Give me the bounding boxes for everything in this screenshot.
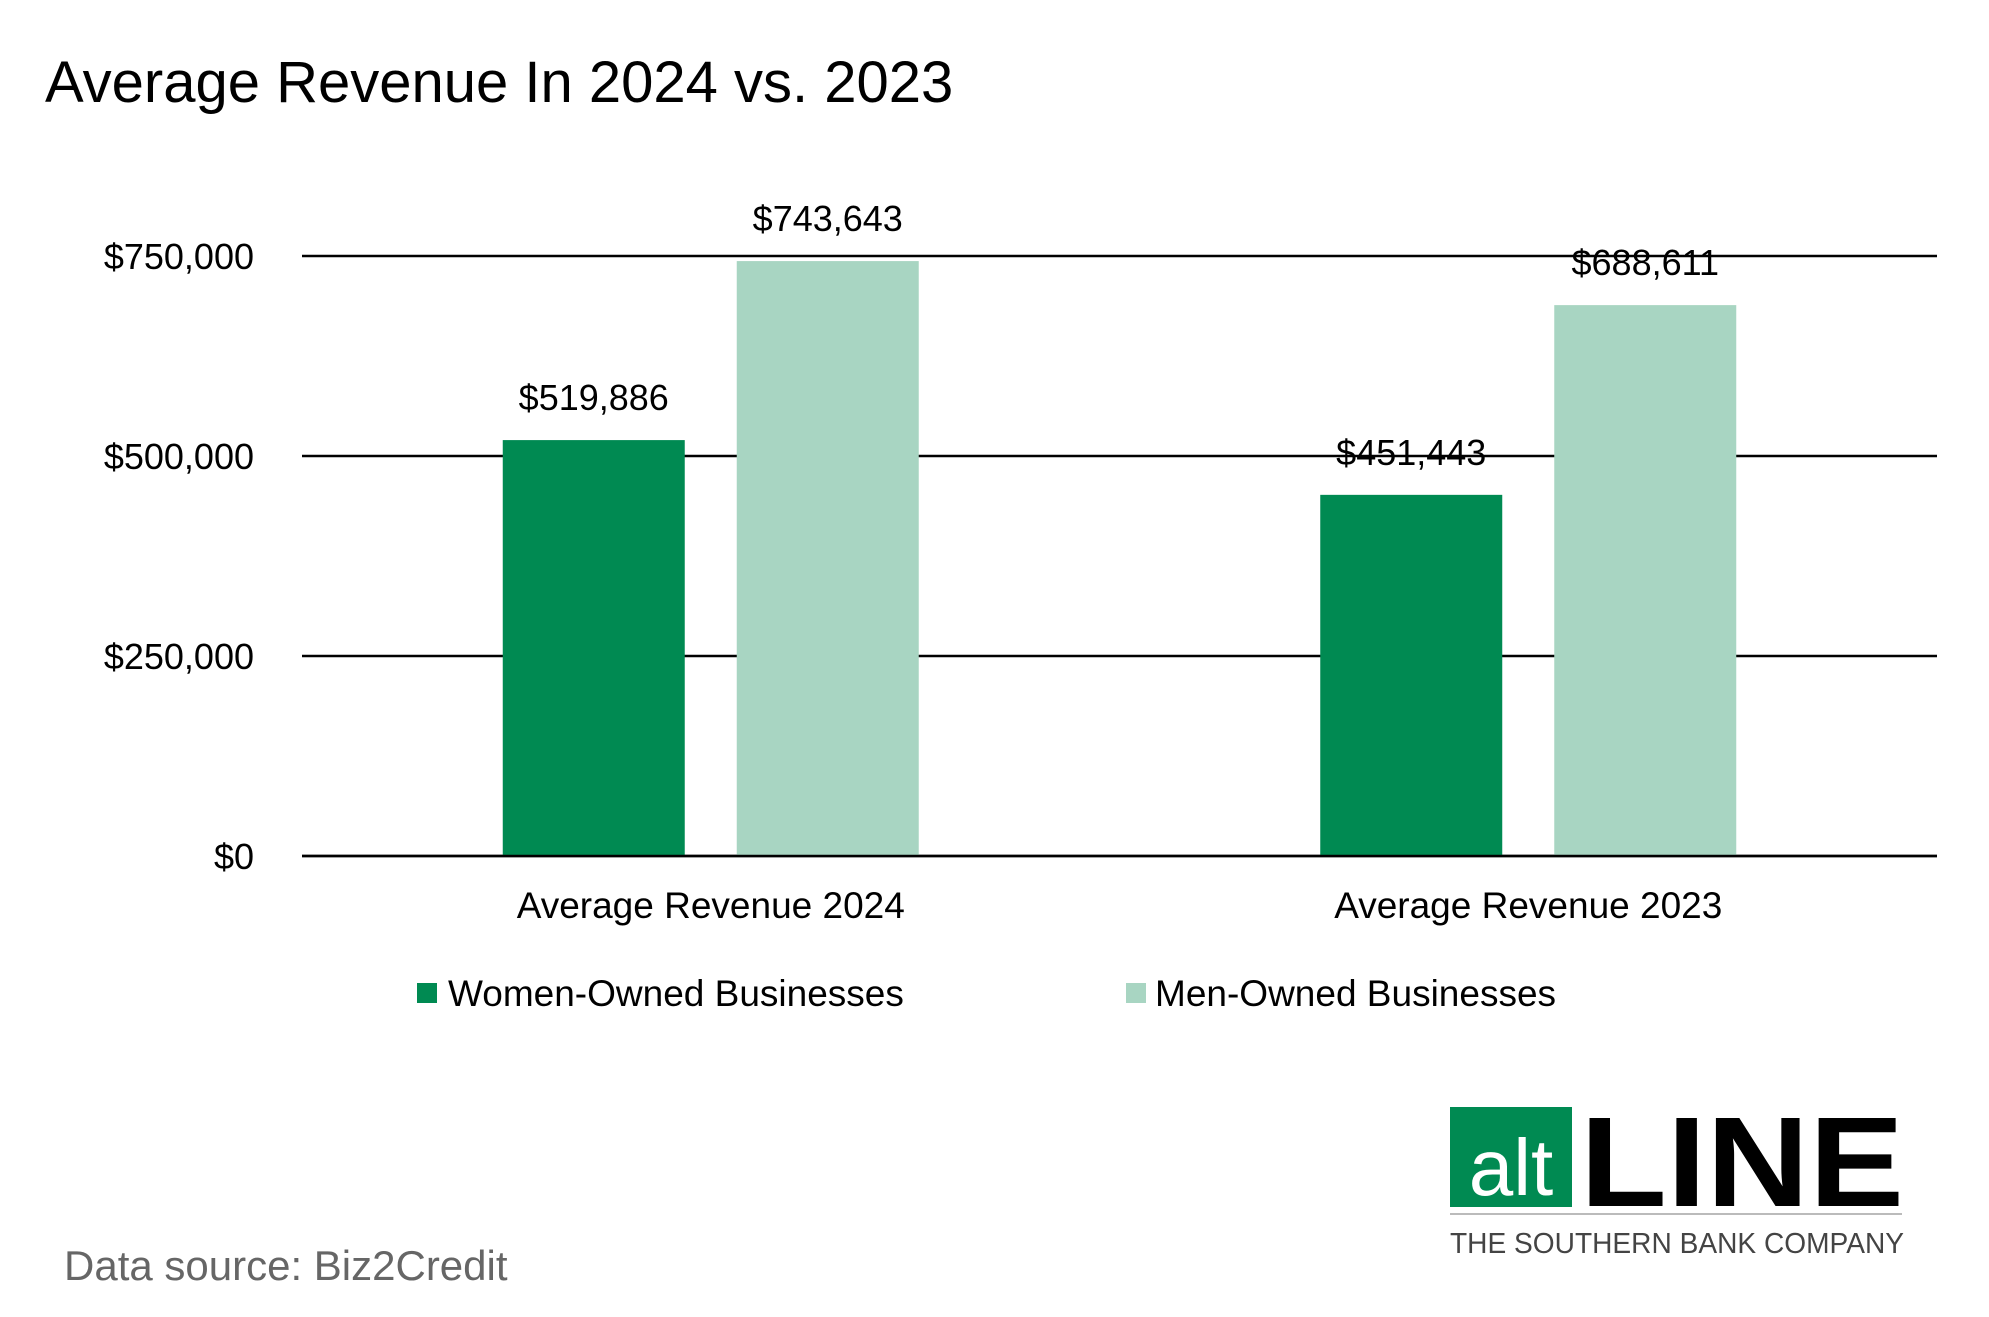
chart-title: Average Revenue In 2024 vs. 2023 [45,50,953,115]
bar-men-0 [736,261,919,857]
bar-women-0 [502,440,685,856]
bar-women-1 [1320,494,1503,856]
x-tick-label: Average Revenue 2023 [1334,885,1722,926]
logo-alt: alt [1469,1123,1554,1212]
x-tick-label: Average Revenue 2024 [517,885,905,926]
y-tick-label: $0 [214,836,254,877]
logo-divider [1450,1213,1902,1215]
data-labels: $519,886 $743,643 $451,443 $688,611 [519,198,1719,473]
data-label: $688,611 [1572,242,1719,283]
gridlines: $0 $250,000 $500,000 $750,000 [104,236,1937,877]
y-tick-label: $750,000 [104,236,254,277]
logo-tagline: THE SOUTHERN BANK COMPANY [1450,1228,1904,1260]
data-source: Data source: Biz2Credit [64,1242,508,1289]
data-label: $451,443 [1336,432,1486,473]
logo-box [1450,1107,1572,1207]
x-axis-labels: Average Revenue 2024 Average Revenue 2023 [517,885,1723,926]
altline-logo: alt LINE THE SOUTHERN BANK COMPANY [1450,1091,1904,1260]
legend-label-women: Women-Owned Businesses [448,973,904,1014]
logo-line: LINE [1580,1091,1904,1234]
legend-label-men: Men-Owned Businesses [1155,973,1556,1014]
data-label: $743,643 [753,198,903,239]
data-label: $519,886 [519,377,669,418]
bar-men-1 [1554,305,1737,856]
y-tick-label: $250,000 [104,636,254,677]
legend-swatch-women [417,983,437,1003]
y-tick-label: $500,000 [104,436,254,477]
bars [302,261,1937,858]
legend: Women-Owned Businesses Men-Owned Busines… [417,973,1556,1014]
legend-swatch-men [1126,983,1146,1003]
